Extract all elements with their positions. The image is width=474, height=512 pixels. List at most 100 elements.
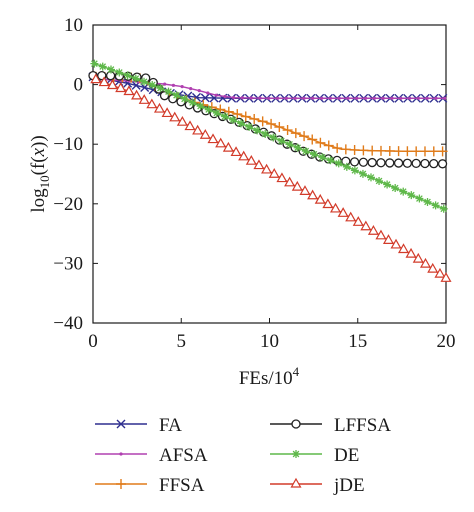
series-marker-de	[285, 140, 294, 149]
series-marker-afsa	[206, 91, 210, 95]
series-marker-fa	[192, 92, 201, 102]
series-marker-fa	[200, 93, 210, 103]
series-marker-de	[172, 91, 181, 100]
series-marker-jde	[169, 111, 181, 122]
series-marker-ffsa	[315, 137, 326, 148]
series-marker-lffsa	[393, 158, 404, 168]
series-marker-de	[277, 136, 286, 145]
series-marker-jde	[367, 225, 379, 235]
y-axis-label: log10(f(x))	[28, 135, 52, 212]
series-marker-lffsa	[402, 158, 413, 168]
series-marker-de	[301, 147, 310, 156]
series-marker-afsa	[408, 96, 412, 100]
series-marker-jde	[434, 267, 446, 278]
y-tick-label: −10	[53, 134, 83, 155]
series-marker-de	[383, 180, 392, 189]
series-marker-lffsa	[429, 159, 439, 169]
y-tick-label: −30	[53, 253, 83, 274]
series-marker-de	[334, 159, 343, 168]
series-marker-afsa	[434, 96, 438, 100]
series-marker-jde	[322, 198, 334, 209]
series-marker-afsa	[346, 96, 350, 100]
series-marker-ffsa	[274, 121, 285, 132]
series-marker-jde	[419, 257, 432, 268]
x-axis-label: FEs/104	[239, 364, 300, 389]
series-afsa	[92, 77, 447, 100]
series-marker-jde	[90, 73, 102, 84]
series-marker-de	[358, 169, 367, 178]
series-marker-afsa	[443, 96, 447, 100]
legend-label: AFSA	[159, 445, 208, 466]
series-marker-jde	[345, 211, 357, 222]
series-marker-de	[253, 126, 262, 135]
series-marker-jde	[360, 220, 372, 231]
series-marker-de	[293, 143, 302, 152]
series-marker-jde	[268, 168, 280, 178]
legend-swatch-marker	[290, 477, 302, 488]
series-marker-ffsa	[299, 131, 310, 142]
series-marker-de	[415, 194, 424, 203]
series-marker-fa	[140, 83, 150, 93]
series-marker-ffsa	[340, 144, 351, 155]
series-marker-ffsa	[358, 145, 369, 156]
series-marker-jde	[176, 115, 188, 126]
series-marker-jde	[215, 137, 227, 148]
series-marker-ffsa	[384, 145, 395, 156]
series-marker-jde	[123, 85, 135, 96]
series-marker-de	[140, 77, 149, 86]
series-marker-afsa	[328, 96, 333, 100]
y-tick-label: 10	[64, 15, 83, 36]
series-marker-jde	[390, 238, 402, 249]
series-marker-lffsa	[376, 158, 386, 168]
legend-swatch-marker	[119, 452, 123, 456]
legend-label: DE	[334, 445, 359, 466]
series-marker-afsa	[197, 89, 201, 93]
y-tick-label: 0	[74, 75, 84, 96]
series-marker-afsa	[399, 96, 403, 100]
series-marker-ffsa	[375, 145, 386, 156]
legend-label: LFFSA	[334, 415, 391, 436]
series-marker-lffsa	[437, 159, 448, 169]
series-marker-jde	[184, 120, 196, 131]
series-marker-ffsa	[437, 146, 448, 157]
series-marker-de	[131, 74, 140, 83]
series-marker-jde	[138, 94, 150, 104]
series-marker-jde	[98, 76, 110, 87]
series-marker-ffsa	[323, 140, 334, 151]
series-marker-ffsa	[282, 125, 293, 136]
series-marker-de	[196, 102, 205, 111]
series-marker-afsa	[416, 96, 421, 100]
series-marker-ffsa	[240, 111, 251, 122]
series-marker-de	[164, 87, 173, 96]
series-marker-afsa	[276, 96, 280, 100]
y-tick-label: −20	[53, 194, 83, 215]
x-tick-label: 20	[437, 331, 456, 352]
series-marker-de	[220, 112, 229, 121]
series-marker-jde	[245, 154, 257, 165]
series-marker-de	[431, 201, 440, 210]
series-marker-de	[107, 65, 116, 74]
series-marker-jde	[405, 247, 417, 258]
series-marker-jde	[382, 234, 395, 244]
series-marker-ffsa	[411, 146, 422, 157]
series-marker-jde	[192, 124, 204, 135]
legend-item-de: DE	[270, 445, 359, 466]
series-marker-afsa	[249, 96, 253, 100]
series-marker-de	[366, 173, 375, 182]
series-marker-de	[212, 108, 221, 117]
series-marker-de	[115, 68, 124, 77]
series-marker-de	[318, 153, 327, 162]
series-marker-afsa	[189, 87, 193, 91]
series-marker-fa	[227, 93, 237, 103]
series-marker-ffsa	[232, 109, 243, 120]
series-jde	[90, 73, 452, 282]
x-tick-label: 5	[177, 331, 187, 352]
series-marker-ffsa	[349, 144, 360, 155]
series-marker-jde	[161, 107, 173, 118]
series-marker-afsa	[258, 96, 262, 100]
series-marker-afsa	[337, 96, 341, 100]
series-marker-jde	[307, 189, 319, 200]
series-marker-afsa	[240, 96, 245, 100]
legend-item-fa: FA	[95, 415, 182, 436]
series-marker-jde	[153, 102, 166, 113]
